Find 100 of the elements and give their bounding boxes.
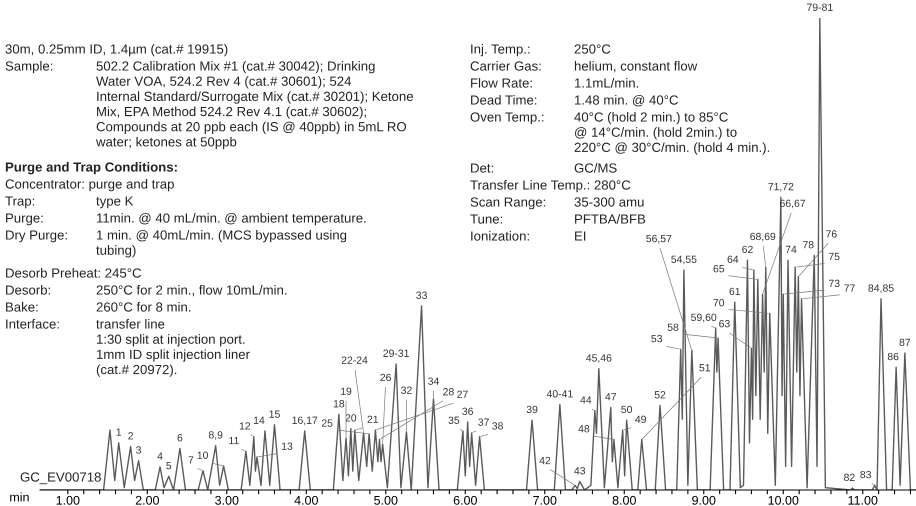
annotation: Flow Rate: [471, 78, 532, 88]
annotation: 260°C for 8 min. [96, 302, 190, 312]
annotation: 59,60 [691, 314, 716, 322]
annotation: 84,85 [868, 284, 894, 294]
annotation: 82 [844, 474, 855, 482]
annotation: 54,55 [671, 256, 696, 264]
annotation: 6 [178, 434, 182, 442]
annotation: Dead Time: [471, 95, 536, 105]
annotation: 250°C for 2 min., flow 10mL/min. [96, 285, 286, 296]
annotation: Carrier Gas: [470, 61, 541, 71]
annotation: 64 [728, 256, 738, 263]
annotation: 87 [900, 338, 910, 346]
annotation: Scan Range: [470, 197, 546, 210]
annotation: 1 min. @ 40mL/min. (MCS bypassed using tubing) [96, 230, 346, 258]
annotation: 39 [526, 406, 538, 414]
annotation: 1 [116, 428, 122, 436]
annotation: 1.48 min. @ 40°C [575, 95, 678, 106]
annotation: 71,72 [768, 182, 794, 192]
annotation: Det: [471, 163, 493, 173]
annotation: 43 [574, 467, 586, 474]
annotation: 74 [786, 246, 797, 253]
annotation: 42 [539, 456, 550, 464]
annotation: 16,17 [292, 416, 318, 426]
annotation: Desorb Preheat: 245°C [6, 268, 142, 278]
annotation: 27 [457, 390, 468, 398]
annotation: 48 [578, 425, 590, 432]
annotation: 11 [229, 436, 239, 444]
annotation: 56,57 [646, 234, 672, 244]
annotation: 63 [719, 320, 730, 328]
annotation: GC_EV00718 [20, 472, 101, 484]
annotation: 12 [240, 422, 250, 430]
annotation: 30m, 0.25mm ID, 1.4µm (cat.# 19915) [6, 44, 228, 56]
annotation: 35 [448, 416, 460, 424]
annotation: Purge and Trap Conditions: [6, 162, 177, 174]
annotation: Tune: [470, 214, 502, 224]
annotation: 11min. @ 40 mL/min. @ ambient temperature. [97, 213, 366, 226]
annotation: Transfer Line Temp.: 280°C [470, 180, 630, 192]
annotation: 502.2 Calibration Mix #1 (cat.# 30042); Drinking Water VOA, 524.2 Rev 4 (cat.# 30601); 524 Internal Standard/Surrogate Mix (cat.# 30201); Ketone Mix, EPA Method 524.2 Rev 4.1 (cat.# 30602); Compounds at 20 ppb each (IS @ 40ppb) in 5mL RO water; ketones at 50ppb [96, 61, 413, 150]
x-tick-label: 3.00 [215, 496, 238, 505]
x-tick-label: 10.00 [768, 496, 798, 505]
text: Bake: [6, 302, 38, 312]
annotation: 79-81 [807, 4, 833, 11]
annotation: 36 [462, 408, 473, 415]
x-tick-label: 2.00 [136, 496, 159, 505]
annotation: 26 [380, 374, 391, 382]
annotation: 32 [401, 386, 412, 394]
annotation: 3 [136, 446, 142, 454]
annotation: 53 [651, 334, 662, 342]
annotation: 4 [157, 452, 163, 460]
annotation: 13 [282, 442, 292, 450]
annotation: 20 [346, 414, 356, 422]
annotation: 29-31 [383, 350, 409, 357]
annotation: transfer line 1:30 split at injection port. 1mm ID split injection liner (cat.# 20972). [96, 319, 250, 377]
x-tick-label: 7.00 [533, 496, 556, 505]
annotation: Purge: [6, 213, 43, 226]
annotation: 33 [416, 291, 427, 299]
annotation: 45,46 [586, 354, 612, 363]
annotation: Oven Temp.: [470, 112, 544, 124]
annotation: 15 [270, 410, 280, 418]
annotation: helium, constant flow [574, 61, 698, 72]
annotation: Concentrator: purge and trap [6, 179, 174, 192]
annotation: 18 [334, 400, 344, 408]
annotation: 19 [341, 388, 352, 396]
text: Trap: [5, 196, 34, 208]
annotation: 22-24 [342, 356, 368, 364]
annotation: 50 [621, 406, 632, 414]
annotation: 25 [322, 419, 332, 427]
annotation: 40-41 [546, 390, 573, 398]
annotation: 78 [802, 240, 814, 248]
annotation: 44 [580, 396, 592, 404]
annotation: Ionization: [471, 231, 529, 241]
annotation: Sample: [6, 61, 52, 74]
annotation: type K [96, 196, 134, 208]
annotation: Interface: [6, 319, 59, 329]
annotation: 65 [714, 265, 724, 272]
annotation: 73 [828, 280, 840, 288]
annotation: PFTBA/BFB [575, 214, 646, 224]
annotation: 75 [828, 252, 840, 260]
annotation: 37 [478, 418, 489, 426]
annotation: 68,69 [750, 232, 776, 242]
annotation: GC/MS [574, 163, 617, 173]
x-axis-title: min [10, 492, 29, 502]
annotation: Dry Purge: [6, 230, 67, 242]
annotation: 21 [368, 416, 378, 423]
annotation: 47 [605, 393, 616, 400]
x-tick-label: 8.00 [612, 496, 636, 505]
x-tick-label: 1.00 [56, 496, 80, 505]
annotation: 62 [742, 246, 753, 254]
annotation: 2 [128, 432, 133, 440]
annotation: 58 [668, 324, 678, 331]
annotation: 1.1mL/min. [575, 78, 638, 88]
annotation: 77 [844, 284, 855, 292]
annotation: 51 [699, 364, 710, 372]
annotation: 83 [860, 470, 871, 478]
annotation: 49 [635, 416, 646, 423]
x-tick-label: 11.00 [848, 496, 878, 505]
annotation: 52 [654, 391, 666, 398]
annotation: 35-300 amu [574, 197, 644, 207]
annotation: 250°C [574, 44, 610, 54]
annotation: 5 [166, 462, 172, 470]
